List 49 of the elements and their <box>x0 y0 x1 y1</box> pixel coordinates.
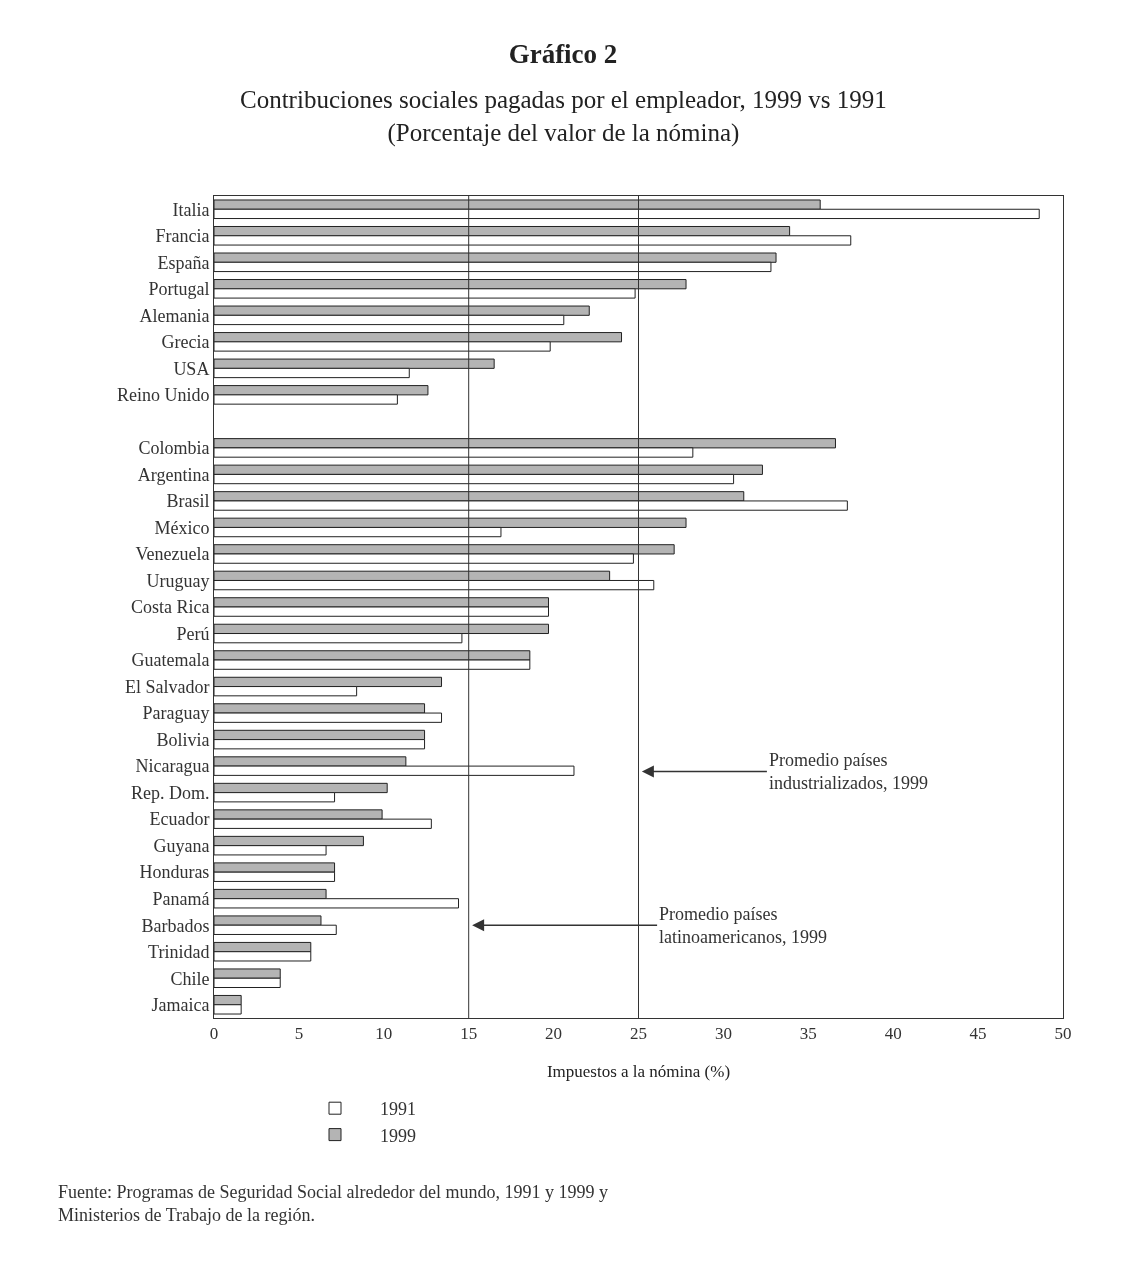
y-tick-label: Francia <box>155 226 210 247</box>
y-tick-label: Guatemala <box>131 650 210 671</box>
y-tick-label: Argentina <box>137 464 210 485</box>
x-tick-label: 45 <box>969 1024 987 1044</box>
x-tick-label: 25 <box>630 1024 647 1044</box>
legend-label: 1991 <box>380 1099 416 1120</box>
y-tick-label: España <box>157 252 210 273</box>
y-tick-label: Italia <box>172 199 210 220</box>
x-tick-label: 30 <box>714 1024 732 1044</box>
y-tick-label: Trinidad <box>148 942 210 963</box>
y-tick-label: Ecuador <box>149 809 210 830</box>
y-tick-label: Paraguay <box>142 703 210 724</box>
source-note: Fuente: Programas de Seguridad Social alrededor del mundo, 1991 y 1999 y Ministerios de Trabajo de la región. <box>58 1182 608 1226</box>
x-tick-label: 10 <box>375 1024 393 1044</box>
y-tick-label: El Salvador <box>124 676 210 697</box>
chart-subtitle: Contribuciones sociales pagadas por el empleador, 1999 vs 1991 (Porcentaje del valor de la nómina) <box>240 86 887 147</box>
y-tick-label: Nicaragua <box>135 756 210 777</box>
y-tick-label: Venezuela <box>135 544 210 565</box>
y-tick-label: Portugal <box>148 279 210 300</box>
x-tick-label: 35 <box>799 1024 817 1044</box>
y-tick-label: Grecia <box>161 332 210 353</box>
y-tick-label: Perú <box>176 623 210 644</box>
y-tick-label: Panamá <box>152 888 210 909</box>
y-tick-label: Rep. Dom. <box>130 782 210 803</box>
x-tick-label: 0 <box>209 1024 219 1044</box>
y-tick-label: Reino Unido <box>116 385 210 406</box>
y-tick-label: Costa Rica <box>130 597 210 618</box>
y-tick-label: Brasil <box>166 491 210 512</box>
x-tick-label: 15 <box>460 1024 478 1044</box>
y-tick-label: Guyana <box>153 835 210 856</box>
y-tick-label: Uruguay <box>146 570 210 591</box>
y-tick-label: Jamaica <box>151 995 210 1016</box>
x-axis-title: Impuestos a la nómina (%) <box>546 1061 731 1081</box>
ref-line-label: Promedio países latinoamericanos, 1999 <box>659 904 827 948</box>
chart-title: Gráfico 2 <box>508 38 618 69</box>
y-tick-label: USA <box>173 358 210 379</box>
y-tick-label: Chile <box>170 968 210 989</box>
legend-label: 1999 <box>380 1125 416 1146</box>
y-tick-label: México <box>154 517 210 538</box>
x-tick-label: 50 <box>1054 1024 1072 1044</box>
x-tick-label: 5 <box>294 1024 304 1044</box>
ref-line-label: Promedio países industrializados, 1999 <box>769 750 928 794</box>
y-tick-label: Colombia <box>138 438 210 459</box>
y-tick-label: Honduras <box>139 862 210 883</box>
y-tick-label: Barbados <box>141 915 210 936</box>
x-tick-label: 40 <box>884 1024 902 1044</box>
x-tick-label: 20 <box>545 1024 563 1044</box>
y-tick-label: Alemania <box>139 305 210 326</box>
y-tick-label: Bolivia <box>156 729 210 750</box>
